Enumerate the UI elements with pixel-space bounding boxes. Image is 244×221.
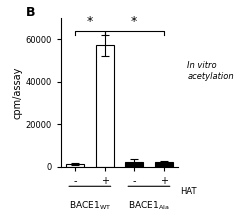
Text: $\rm BACE1_{WT}$: $\rm BACE1_{WT}$ (69, 200, 111, 212)
Text: HAT: HAT (180, 187, 196, 196)
Text: *: * (131, 15, 137, 29)
Bar (155, 162, 173, 167)
Text: B: B (26, 6, 35, 19)
Bar (125, 162, 143, 167)
Text: $\rm BACE1_{Ala}$: $\rm BACE1_{Ala}$ (128, 200, 170, 212)
Bar (96, 46, 113, 167)
Text: In vitro
acetylation: In vitro acetylation (187, 61, 234, 81)
Text: *: * (87, 15, 93, 29)
Bar (66, 164, 84, 167)
Y-axis label: cpm/assay: cpm/assay (13, 66, 23, 118)
